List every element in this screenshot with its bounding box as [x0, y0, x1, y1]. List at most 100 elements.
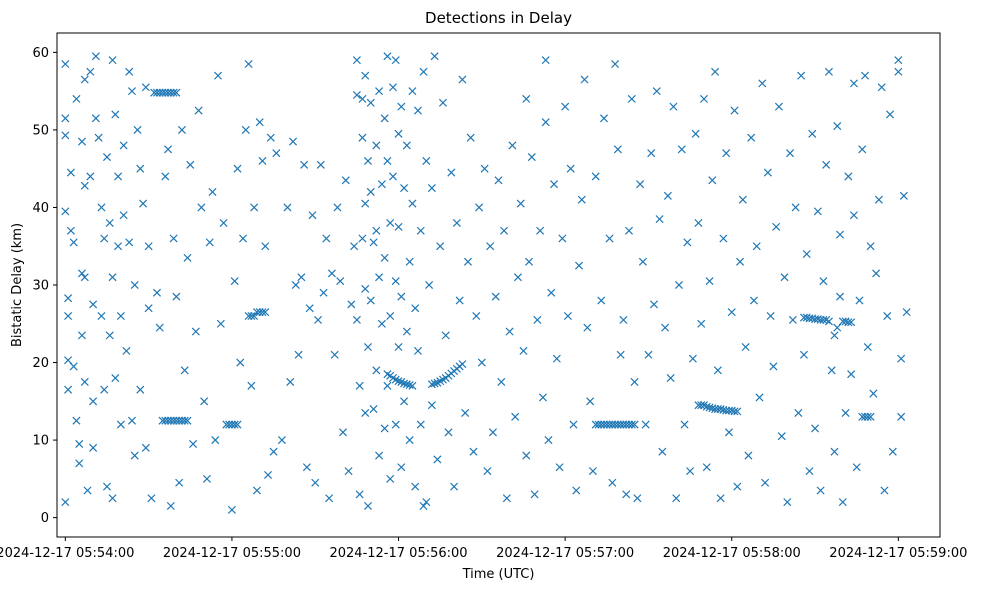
- data-point: [724, 428, 733, 437]
- data-point: [264, 470, 273, 479]
- data-point: [711, 67, 720, 76]
- data-point: [241, 125, 250, 134]
- data-point: [211, 436, 220, 445]
- data-point: [300, 160, 309, 169]
- data-point: [636, 180, 645, 189]
- data-point: [438, 98, 447, 107]
- data-point: [261, 242, 270, 251]
- data-point: [230, 277, 239, 286]
- y-tick-label: 40: [32, 201, 49, 216]
- data-point: [375, 87, 384, 96]
- data-point: [397, 102, 406, 111]
- data-point: [786, 149, 795, 158]
- data-point: [197, 203, 206, 212]
- data-point: [272, 149, 281, 158]
- data-point: [191, 327, 200, 336]
- data-point: [183, 416, 192, 425]
- data-point: [780, 273, 789, 282]
- data-point: [630, 377, 639, 386]
- data-point: [69, 238, 78, 247]
- data-point: [125, 238, 134, 247]
- data-point: [519, 346, 528, 355]
- data-point: [155, 323, 164, 332]
- data-point: [430, 379, 439, 388]
- data-point: [77, 331, 87, 340]
- data-point: [233, 420, 242, 429]
- data-point: [80, 75, 89, 84]
- data-point: [394, 222, 403, 231]
- data-point: [375, 273, 384, 282]
- data-point: [386, 311, 395, 321]
- data-point: [386, 218, 395, 227]
- data-point: [630, 420, 639, 429]
- data-point: [722, 149, 731, 158]
- data-point: [361, 408, 370, 417]
- data-point: [347, 300, 356, 309]
- data-point: [844, 318, 853, 327]
- data-point: [408, 199, 417, 208]
- data-point: [847, 318, 856, 327]
- data-point: [816, 486, 825, 495]
- data-point: [866, 412, 875, 421]
- data-point: [61, 131, 70, 140]
- y-tick-label: 20: [32, 356, 49, 371]
- data-point: [108, 494, 117, 503]
- data-point: [663, 191, 672, 200]
- data-point: [769, 362, 778, 371]
- data-point: [261, 308, 270, 317]
- data-point: [622, 490, 631, 499]
- data-point: [841, 408, 850, 417]
- data-point: [313, 315, 323, 324]
- data-point: [358, 94, 367, 103]
- data-point: [616, 350, 625, 359]
- chart-title: Detections in Delay: [425, 9, 572, 27]
- data-point: [386, 474, 395, 483]
- x-axis-ticks: 2024-12-17 05:54:00 2024-12-17 05:55:00 20…: [0, 537, 967, 561]
- data-point: [400, 397, 409, 406]
- x-tick-label: 2024-12-17 05:59:00: [829, 546, 967, 561]
- data-point: [408, 381, 417, 390]
- data-point: [108, 56, 117, 65]
- data-point: [411, 482, 420, 491]
- data-point: [164, 145, 173, 154]
- data-point: [383, 52, 392, 61]
- data-point: [550, 180, 559, 189]
- data-point: [380, 253, 389, 262]
- data-point: [697, 319, 706, 328]
- data-point: [269, 447, 278, 456]
- data-point: [872, 269, 881, 278]
- data-point: [500, 226, 509, 235]
- y-tick-label: 0: [41, 511, 49, 526]
- data-point: [114, 172, 123, 181]
- data-point: [522, 94, 531, 103]
- data-point: [89, 397, 98, 406]
- data-point: [330, 350, 339, 359]
- data-point: [441, 331, 450, 340]
- data-point: [86, 67, 95, 76]
- data-point: [827, 366, 836, 375]
- data-point: [686, 467, 695, 476]
- data-point: [252, 486, 261, 495]
- data-point: [894, 67, 903, 76]
- data-point: [64, 311, 73, 321]
- data-point: [175, 478, 184, 487]
- data-point: [683, 238, 692, 247]
- data-point: [716, 494, 725, 503]
- data-point: [758, 79, 767, 88]
- data-point: [525, 257, 534, 266]
- data-point: [297, 273, 306, 282]
- data-point: [69, 362, 78, 371]
- data-point: [680, 420, 689, 429]
- data-point: [466, 133, 475, 142]
- data-point: [116, 311, 125, 321]
- data-point: [352, 91, 361, 100]
- data-point: [102, 482, 112, 491]
- data-point: [469, 447, 478, 456]
- data-point: [286, 377, 295, 386]
- data-point: [530, 490, 539, 499]
- data-point: [89, 443, 98, 452]
- data-point: [427, 184, 436, 193]
- data-point: [591, 172, 600, 181]
- data-point: [380, 424, 389, 433]
